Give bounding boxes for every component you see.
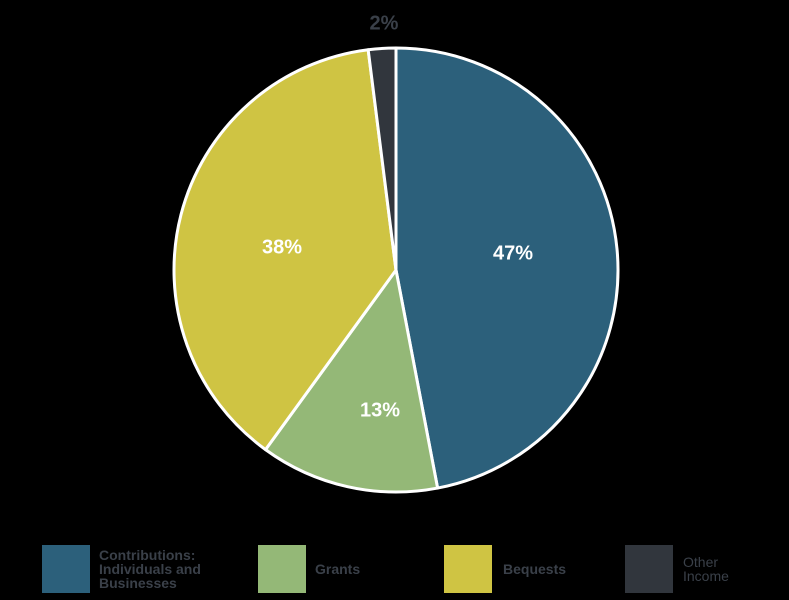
- legend-swatch-other-income: [625, 545, 673, 593]
- legend-label-line: Contributions:: [99, 547, 196, 563]
- legend-item-other-income: Other Income: [625, 545, 729, 593]
- pie-chart: 47% 13% 38% 2%: [172, 12, 620, 494]
- pie-label-grants: 13%: [360, 399, 400, 421]
- legend-swatch-bequests: [444, 545, 492, 593]
- legend-label-other-income: Other Income: [683, 555, 729, 583]
- legend-swatch-contributions: [42, 545, 90, 593]
- pie-label-contributions: 47%: [493, 242, 533, 264]
- legend-item-contributions: Contributions: Individuals and Businesse…: [42, 545, 201, 593]
- pie-labels: 47% 13% 38% 2%: [262, 12, 533, 421]
- legend-label-line: Grants: [315, 561, 361, 577]
- pie-slice-contributions: [394, 46, 620, 490]
- legend-label-line: Income: [683, 568, 729, 584]
- pie-slices: [172, 46, 620, 494]
- pie-slice-other-income: [366, 46, 398, 272]
- legend-item-grants: Grants: [258, 545, 360, 593]
- pie-slice-grants: [264, 268, 440, 494]
- legend-label-line: Other: [683, 554, 719, 570]
- pie-label-bequests: 38%: [262, 236, 302, 258]
- legend-item-bequests: Bequests: [444, 545, 566, 593]
- pie-slice-bequests: [172, 48, 398, 452]
- legend-label-line: Bequests: [503, 561, 567, 577]
- legend-label-bequests: Bequests: [503, 562, 566, 576]
- legend-label-line: Individuals and: [99, 561, 201, 577]
- legend-swatch-grants: [258, 545, 306, 593]
- legend: Contributions: Individuals and Businesse…: [0, 545, 789, 595]
- legend-label-line: Businesses: [99, 575, 177, 591]
- legend-label-contributions: Contributions: Individuals and Businesse…: [99, 548, 201, 590]
- legend-label-grants: Grants: [315, 562, 360, 576]
- pie-label-other-income: 2%: [370, 12, 399, 34]
